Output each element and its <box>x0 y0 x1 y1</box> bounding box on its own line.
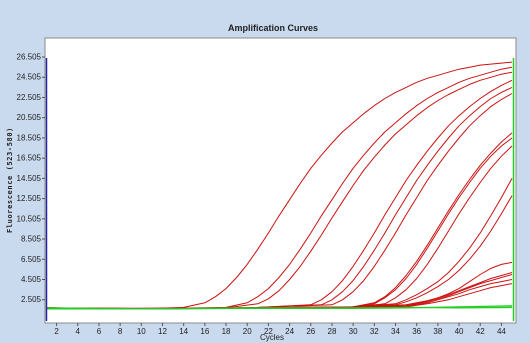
y-tick-label: 8.505 <box>21 235 42 244</box>
x-tick-label: 14 <box>179 327 188 336</box>
amplification-series-line <box>45 61 513 310</box>
amplification-series-line <box>46 71 513 310</box>
x-tick-label: 20 <box>243 327 252 336</box>
y-axis-label: Fluorescence (523-580) <box>6 127 14 233</box>
y-tick-label: 14.505 <box>17 174 42 183</box>
x-axis-ticks: 2 4 6 8 10 12 14 16 18 20 22 24 26 28 30 32 34 36 38 40 42 44 <box>54 323 506 336</box>
y-tick-label: 2.505 <box>21 295 42 304</box>
axis-markers <box>45 58 515 321</box>
x-tick-label: 4 <box>76 327 81 336</box>
plot-area <box>44 37 517 324</box>
series-group <box>45 61 513 310</box>
x-tick-label: 12 <box>158 327 167 336</box>
x-axis-label: Cycles <box>260 333 284 342</box>
x-tick-label: 24 <box>285 327 294 336</box>
x-tick-label: 8 <box>118 327 123 336</box>
x-tick-label: 34 <box>391 327 400 336</box>
y-tick-label: 22.505 <box>17 93 42 102</box>
x-tick-label: 30 <box>349 327 358 336</box>
y-tick-label: 4.505 <box>21 275 42 284</box>
amplification-series-line <box>45 79 513 309</box>
y-tick-label: 12.505 <box>17 194 42 203</box>
x-tick-label: 10 <box>137 327 146 336</box>
chart-title: Amplification Curves <box>228 23 318 33</box>
y-tick-label: 26.505 <box>17 53 42 62</box>
x-tick-label: 36 <box>412 327 421 336</box>
x-tick-label: 28 <box>328 327 337 336</box>
x-tick-label: 16 <box>200 327 209 336</box>
amplification-series-line <box>45 66 513 310</box>
amplification-series-line <box>45 93 513 310</box>
baseline-series-line <box>45 306 513 310</box>
y-tick-label: 20.505 <box>17 113 42 122</box>
x-tick-label: 22 <box>264 327 273 336</box>
x-tick-label: 2 <box>54 327 59 336</box>
y-tick-label: 16.505 <box>17 154 42 163</box>
x-tick-label: 18 <box>222 327 231 336</box>
x-tick-label: 6 <box>97 327 102 336</box>
y-tick-label: 6.505 <box>21 255 42 264</box>
y-tick-label: 18.505 <box>17 133 42 142</box>
x-tick-label: 32 <box>370 327 379 336</box>
y-tick-label: 24.505 <box>17 73 42 82</box>
x-tick-label: 42 <box>476 327 485 336</box>
y-tick-label: 10.505 <box>17 214 42 223</box>
x-tick-label: 40 <box>455 327 464 336</box>
x-tick-label: 44 <box>497 327 506 336</box>
x-tick-label: 38 <box>433 327 442 336</box>
y-axis-ticks: 2.505 4.505 6.505 8.505 10.505 12.505 14.505 16… <box>17 53 45 304</box>
amplification-series-line <box>46 86 513 310</box>
x-tick-label: 26 <box>306 327 315 336</box>
